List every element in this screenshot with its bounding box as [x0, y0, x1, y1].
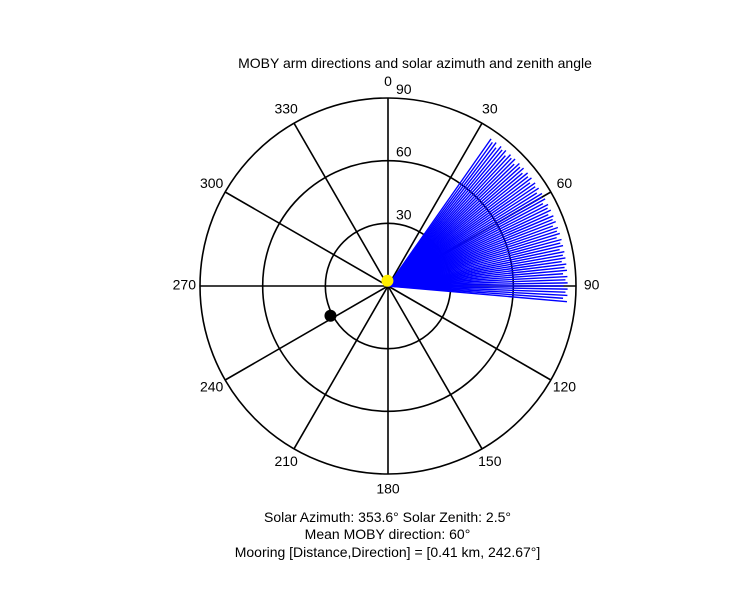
- angle-label-60: 60: [557, 175, 573, 191]
- radial-label-60: 60: [396, 144, 412, 160]
- chart-marks: [324, 138, 568, 322]
- angle-label-120: 120: [553, 379, 577, 395]
- angle-label-90: 90: [584, 277, 600, 293]
- angle-label-240: 240: [200, 379, 224, 395]
- spoke-300: [224, 191, 389, 287]
- caption-mooring: Mooring [Distance,Direction] = [0.41 km,…: [234, 544, 541, 560]
- spoke-210: [293, 285, 389, 450]
- spoke-30: [387, 122, 483, 287]
- angle-label-150: 150: [478, 453, 502, 469]
- angle-label-210: 210: [274, 453, 298, 469]
- angle-label-330: 330: [274, 100, 298, 116]
- spoke-330: [293, 122, 389, 287]
- angle-label-270: 270: [173, 277, 197, 293]
- mooring-point: [324, 309, 337, 322]
- chart-title: MOBY arm directions and solar azimuth an…: [238, 55, 592, 71]
- spoke-120: [387, 285, 552, 381]
- ring-90: [199, 97, 577, 475]
- caption-solar: Solar Azimuth: 353.6° Solar Zenith: 2.5°: [264, 509, 511, 525]
- radial-label-30: 30: [396, 206, 412, 222]
- angle-label-30: 30: [482, 100, 498, 116]
- spoke-240: [224, 285, 389, 381]
- spoke-150: [387, 285, 483, 450]
- angle-label-180: 180: [376, 480, 400, 496]
- sun-point: [381, 274, 394, 287]
- radial-label-90: 90: [396, 81, 412, 97]
- caption-mean-direction: Mean MOBY direction: 60°: [304, 526, 471, 542]
- angle-label-300: 300: [200, 175, 224, 191]
- tick-labels: 0 30 60 90 120 150 180 210 240 270 300 330 30 60 90: [173, 73, 600, 496]
- angle-label-0: 0: [384, 73, 392, 89]
- moby-arm-line: [387, 285, 568, 303]
